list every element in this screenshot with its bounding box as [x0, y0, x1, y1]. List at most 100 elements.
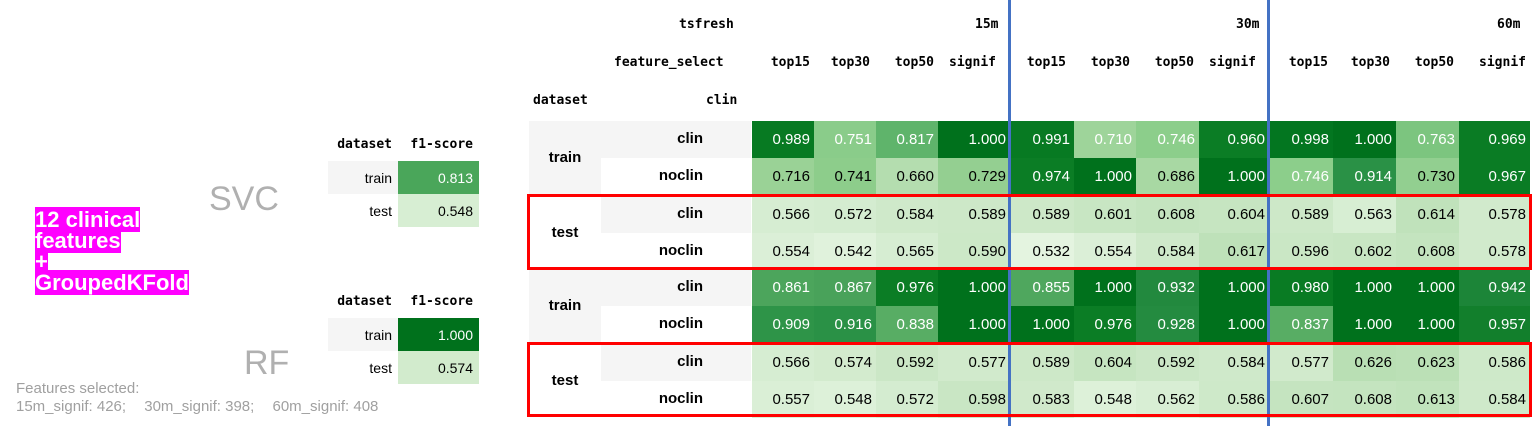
score-cell: 0.598 — [938, 381, 1010, 418]
score-cell: 0.608 — [1396, 233, 1459, 270]
dataset-group-label: test — [551, 224, 579, 241]
score-cell: 0.577 — [938, 344, 1010, 381]
score-cell: 1.000 — [1199, 158, 1269, 195]
features-note-30m: 30m_signif: 398; — [144, 398, 255, 415]
score-cell: 0.572 — [814, 196, 876, 233]
score-cell: 1.000 — [1074, 158, 1136, 195]
score-cell: 1.000 — [938, 269, 1010, 306]
score-cell: 0.607 — [1269, 381, 1333, 418]
score-cell: 0.592 — [1136, 344, 1199, 381]
svc-row-test-value: 0.548 — [398, 194, 479, 227]
score-cell: 1.000 — [938, 306, 1010, 343]
row-label-noclin: noclin — [658, 242, 703, 259]
score-cell: 0.578 — [1459, 196, 1530, 233]
score-cell: 0.604 — [1199, 196, 1269, 233]
header-clin: clin — [706, 93, 738, 108]
score-cell: 1.000 — [1396, 269, 1459, 306]
column-header-top30: top30 — [1350, 55, 1390, 70]
row-label-cell — [601, 121, 751, 158]
score-cell: 0.817 — [876, 121, 938, 158]
score-cell: 0.577 — [1269, 344, 1333, 381]
rf-model-label: RF — [244, 344, 290, 382]
score-cell: 0.613 — [1396, 381, 1459, 418]
svc-header-dataset: dataset — [337, 137, 392, 152]
features-note-60m: 60m_signif: 408 — [272, 398, 379, 415]
score-cell: 0.578 — [1459, 233, 1530, 270]
score-cell: 0.542 — [814, 233, 876, 270]
rf-row-train-label: train — [328, 318, 398, 351]
score-cell: 0.626 — [1333, 344, 1396, 381]
score-cell: 0.608 — [1333, 381, 1396, 418]
column-header-top30: top30 — [1090, 55, 1130, 70]
score-cell: 0.592 — [876, 344, 938, 381]
score-cell: 0.554 — [1074, 233, 1136, 270]
score-cell: 0.566 — [752, 344, 814, 381]
svc-summary-table: dataset f1-score train 0.813 test 0.548 — [328, 128, 479, 227]
score-cell: 0.589 — [1010, 196, 1074, 233]
score-cell: 0.838 — [876, 306, 938, 343]
column-header-signif: signif — [1479, 55, 1526, 70]
score-cell: 0.572 — [876, 381, 938, 418]
score-cell: 0.584 — [1199, 344, 1269, 381]
score-cell: 0.746 — [1269, 158, 1333, 195]
column-header-top15: top15 — [1026, 55, 1066, 70]
score-cell: 0.751 — [814, 121, 876, 158]
score-cell: 1.000 — [1199, 306, 1269, 343]
score-cell: 0.589 — [1010, 344, 1074, 381]
dataset-group-test: test — [529, 196, 601, 270]
score-cell: 0.730 — [1396, 158, 1459, 195]
score-cell: 0.991 — [1010, 121, 1074, 158]
dataset-group-test: test — [529, 344, 601, 418]
score-cell: 0.969 — [1459, 121, 1530, 158]
svc-model-label: SVC — [209, 180, 279, 218]
header-group-15m: 15m — [975, 17, 999, 32]
score-cell: 0.998 — [1269, 121, 1333, 158]
dataset-group-label: train — [548, 149, 582, 166]
svc-row-train-value: 0.813 — [398, 161, 479, 194]
score-cell: 1.000 — [1199, 269, 1269, 306]
score-cell: 0.660 — [876, 158, 938, 195]
score-cell: 0.586 — [1459, 344, 1530, 381]
config-line-2: features — [35, 228, 121, 253]
score-cell: 0.710 — [1074, 121, 1136, 158]
score-cell: 1.000 — [1396, 306, 1459, 343]
score-cell: 0.974 — [1010, 158, 1074, 195]
row-label-cell — [601, 158, 751, 195]
score-cell: 0.989 — [752, 121, 814, 158]
config-line-4: GroupedKFold — [35, 270, 189, 295]
score-cell: 0.596 — [1269, 233, 1333, 270]
config-line-3: + — [35, 249, 48, 274]
score-cell: 0.623 — [1396, 344, 1459, 381]
row-label-clin: clin — [677, 130, 703, 147]
score-cell: 0.916 — [814, 306, 876, 343]
row-label-cell — [601, 344, 751, 381]
row-label-noclin: noclin — [658, 167, 703, 184]
score-cell: 0.861 — [752, 269, 814, 306]
column-header-top50: top50 — [1414, 55, 1454, 70]
column-header-top15: top15 — [770, 55, 810, 70]
score-cell: 0.967 — [1459, 158, 1530, 195]
score-cell: 0.554 — [752, 233, 814, 270]
rf-summary-table: dataset f1-score train 1.000 test 0.574 — [328, 285, 479, 384]
row-label-noclin: noclin — [658, 390, 703, 407]
row-label-noclin: noclin — [658, 315, 703, 332]
features-selected-note: Features selected: 15m_signif: 426; 30m_… — [16, 380, 378, 416]
row-label-cell — [601, 381, 751, 418]
svc-header-f1: f1-score — [410, 137, 473, 152]
score-cell: 0.562 — [1136, 381, 1199, 418]
config-line-1: 12 clinical — [35, 207, 141, 232]
dataset-group-label: train — [548, 297, 582, 314]
score-cell: 1.000 — [1010, 306, 1074, 343]
score-cell: 0.716 — [752, 158, 814, 195]
score-cell: 0.563 — [1333, 196, 1396, 233]
score-cell: 0.565 — [876, 233, 938, 270]
score-cell: 0.548 — [814, 381, 876, 418]
score-cell: 0.601 — [1074, 196, 1136, 233]
config-highlight: 12 clinical features + GroupedKFold — [35, 207, 220, 295]
column-header-signif: signif — [949, 55, 996, 70]
score-cell: 0.960 — [1199, 121, 1269, 158]
score-cell: 0.589 — [938, 196, 1010, 233]
score-cell: 0.909 — [752, 306, 814, 343]
row-label-cell — [601, 306, 751, 343]
header-dataset: dataset — [533, 93, 588, 108]
